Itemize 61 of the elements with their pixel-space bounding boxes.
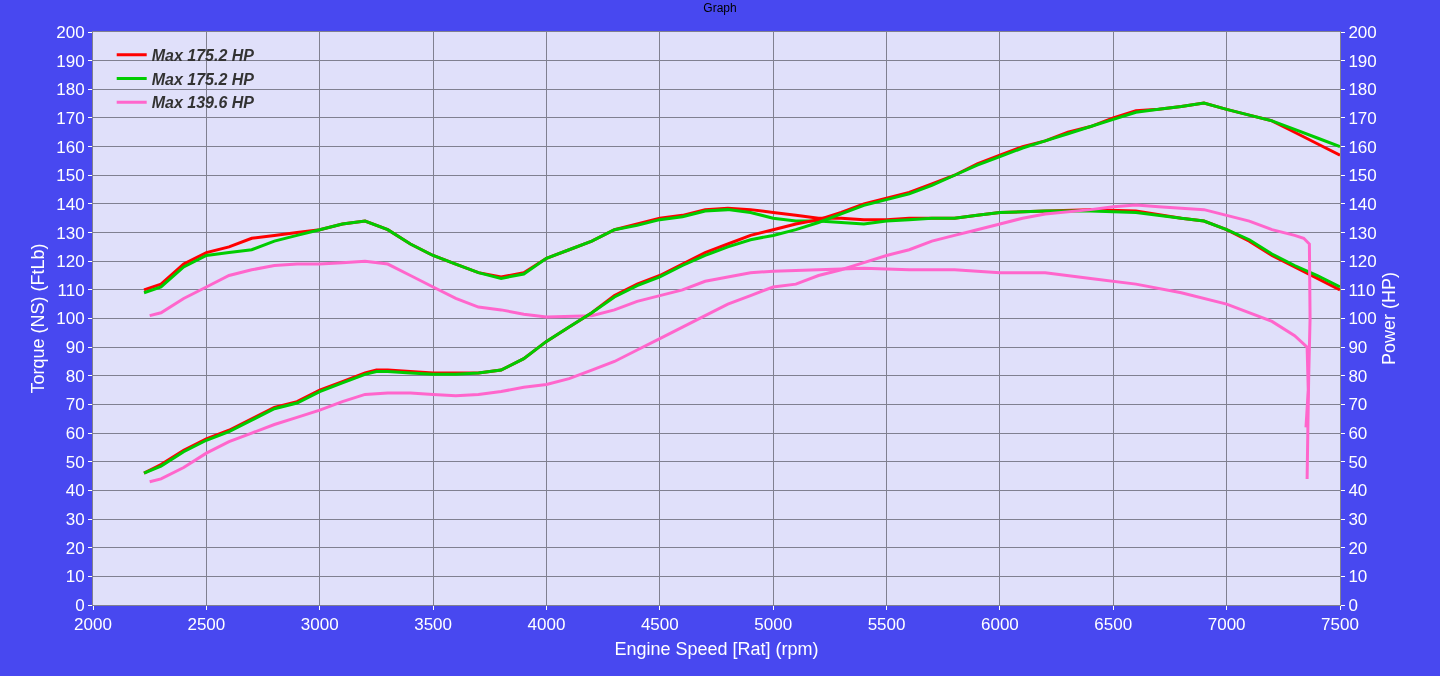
x-tick-label: 5500 bbox=[867, 615, 906, 635]
y-tick-label: 70 bbox=[65, 395, 85, 415]
legend-label: Max 175.2 HP bbox=[151, 70, 255, 88]
y-tick-label: 50 bbox=[65, 452, 85, 472]
y-tick-label: 100 bbox=[56, 309, 85, 329]
y-tick-label: 120 bbox=[56, 252, 85, 272]
y-axis-title: Torque (NS) (FtLb) bbox=[28, 243, 49, 394]
y2-tick-label: 100 bbox=[1348, 309, 1377, 329]
y2-tick-label: 160 bbox=[1348, 137, 1377, 157]
y2-tick-label: 150 bbox=[1348, 166, 1377, 186]
y2-tick-label: 120 bbox=[1348, 252, 1377, 272]
y-tick-label: 170 bbox=[56, 108, 85, 128]
y2-tick-label: 20 bbox=[1348, 538, 1368, 558]
y2-tick-label: 40 bbox=[1348, 481, 1368, 501]
y-tick-label: 140 bbox=[56, 194, 85, 214]
y-tick-label: 20 bbox=[65, 538, 85, 558]
x-tick-label: 4000 bbox=[527, 615, 566, 635]
y2-tick-label: 110 bbox=[1348, 280, 1376, 300]
y2-tick-label: 140 bbox=[1348, 194, 1377, 214]
y2-axis-title: Power (HP) bbox=[1378, 271, 1399, 366]
y2-tick-label: 90 bbox=[1348, 338, 1368, 358]
y-tick-label: 110 bbox=[57, 280, 85, 300]
y-tick-label: 40 bbox=[65, 481, 85, 501]
y-tick-label: 60 bbox=[65, 424, 85, 444]
y-tick-label: 130 bbox=[56, 223, 85, 243]
x-tick-label: 7500 bbox=[1321, 615, 1359, 635]
x-tick-label: 3500 bbox=[414, 615, 452, 635]
y-tick-label: 80 bbox=[65, 366, 85, 386]
y-tick-label: 10 bbox=[65, 567, 85, 587]
y2-tick-label: 60 bbox=[1348, 424, 1368, 444]
y2-tick-label: 0 bbox=[1348, 595, 1358, 615]
y2-tick-label: 190 bbox=[1348, 51, 1377, 71]
y2-tick-label: 10 bbox=[1348, 567, 1368, 587]
y-tick-label: 160 bbox=[56, 137, 85, 157]
x-axis-title: Engine Speed [Rat] (rpm) bbox=[614, 638, 819, 659]
y-tick-label: 200 bbox=[56, 22, 85, 42]
y2-tick-label: 130 bbox=[1348, 223, 1377, 243]
y2-tick-label: 200 bbox=[1348, 22, 1377, 42]
y-tick-label: 150 bbox=[56, 166, 85, 186]
x-tick-label: 5000 bbox=[754, 615, 793, 635]
y2-tick-label: 50 bbox=[1348, 452, 1368, 472]
y2-tick-label: 170 bbox=[1348, 108, 1377, 128]
x-tick-label: 6000 bbox=[981, 615, 1019, 635]
y2-tick-label: 30 bbox=[1348, 510, 1368, 529]
y-tick-label: 180 bbox=[56, 80, 85, 100]
y2-tick-label: 80 bbox=[1348, 366, 1368, 386]
y-tick-label: 90 bbox=[65, 338, 85, 358]
y2-tick-label: 70 bbox=[1348, 395, 1368, 415]
x-tick-label: 4500 bbox=[640, 615, 679, 635]
y2-tick-label: 180 bbox=[1348, 80, 1377, 100]
y-tick-label: 0 bbox=[75, 595, 85, 615]
chart-title: Graph bbox=[703, 0, 737, 15]
x-tick-label: 7000 bbox=[1207, 615, 1246, 635]
y-tick-label: 190 bbox=[56, 51, 85, 71]
y-tick-label: 30 bbox=[65, 510, 85, 529]
x-tick-label: 2500 bbox=[187, 615, 226, 635]
x-tick-label: 2000 bbox=[74, 615, 112, 635]
x-tick-label: 6500 bbox=[1094, 615, 1133, 635]
legend-label: Max 139.6 HP bbox=[151, 94, 255, 112]
x-tick-label: 3000 bbox=[300, 615, 339, 635]
legend-label: Max 175.2 HP bbox=[151, 46, 255, 64]
